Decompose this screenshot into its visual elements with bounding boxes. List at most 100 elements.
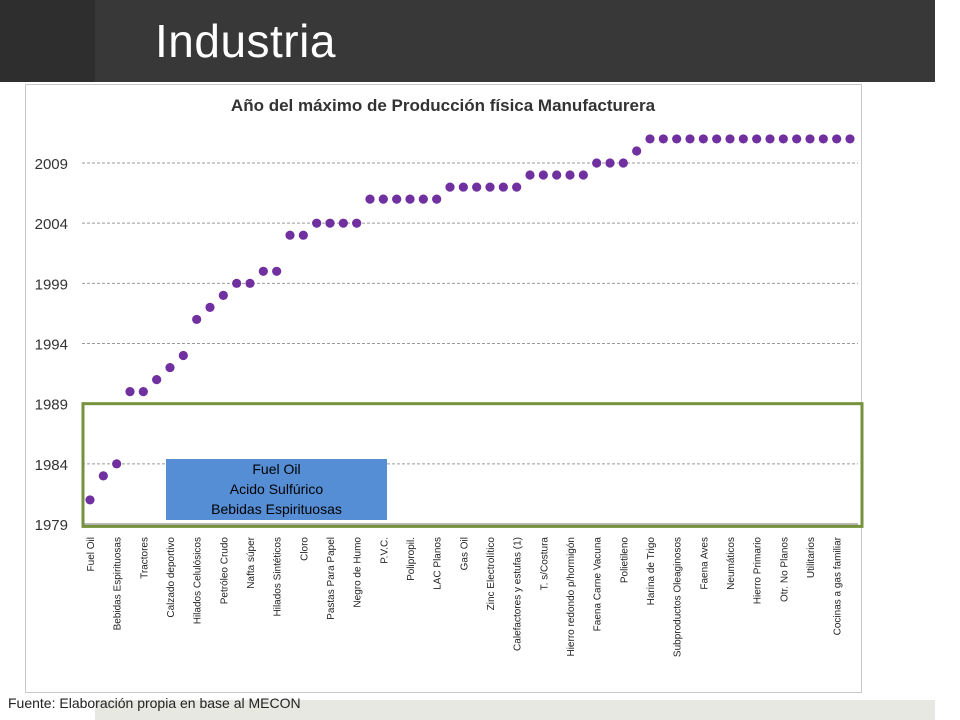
- data-point: [538, 170, 548, 180]
- data-point: [338, 218, 348, 228]
- chart-frame: [25, 84, 862, 693]
- data-point: [645, 134, 655, 144]
- data-point: [845, 134, 855, 144]
- data-point: [472, 182, 482, 192]
- x-tick-label: Otr. No Planos: [779, 537, 790, 602]
- data-point: [232, 278, 242, 288]
- data-point: [712, 134, 722, 144]
- x-tick-label: Subproductos Oleaginosos: [673, 537, 684, 657]
- x-tick-label: Tractores: [139, 537, 150, 579]
- data-point: [458, 182, 468, 192]
- data-point: [325, 218, 335, 228]
- data-point: [778, 134, 788, 144]
- data-point: [405, 194, 415, 204]
- x-tick-label: Neumáticos: [726, 537, 737, 590]
- x-tick-label: Polipropil.: [406, 537, 417, 581]
- data-point: [685, 134, 695, 144]
- x-tick-label: Calzado deportivo: [166, 537, 177, 618]
- y-tick-label: 1989: [35, 397, 68, 414]
- data-point: [672, 134, 682, 144]
- x-tick-label: Zinc Electrolítico: [486, 537, 497, 611]
- data-point: [112, 459, 122, 469]
- x-tick-label: Calefactores y estufas (1): [513, 537, 524, 651]
- header-bar: [0, 0, 935, 82]
- data-point: [152, 375, 162, 385]
- y-tick-label: 2004: [35, 216, 68, 233]
- annotation-line-3: Bebidas Espirituosas: [211, 501, 342, 517]
- y-tick-label: 1999: [35, 276, 68, 293]
- data-point: [392, 194, 402, 204]
- x-tick-label: Harina de Trigo: [646, 537, 657, 606]
- data-point: [312, 218, 322, 228]
- y-tick-label: 1994: [35, 337, 68, 354]
- data-point: [298, 230, 308, 240]
- data-point: [818, 134, 828, 144]
- x-tick-label: Hierro Primario: [753, 537, 764, 605]
- source-note: Fuente: Elaboración propia en base al ME…: [8, 695, 301, 711]
- data-point: [272, 266, 282, 276]
- chart-title: Año del máximo de Producción física Manu…: [231, 96, 656, 115]
- x-tick-label: Fuel Oil: [86, 537, 97, 571]
- x-tick-label: Bebidas Espirituosas: [113, 537, 124, 630]
- slide-title: Industria: [155, 15, 336, 67]
- data-point: [165, 362, 175, 373]
- data-point: [125, 387, 135, 397]
- data-point: [725, 134, 735, 144]
- x-tick-label: Hilados Sintéticos: [273, 537, 284, 616]
- data-point: [138, 387, 148, 397]
- data-point: [178, 350, 188, 361]
- y-tick-label: 2009: [35, 156, 68, 173]
- x-tick-label: Cocinas a gas familiar: [833, 536, 844, 635]
- data-point: [432, 194, 442, 204]
- x-tick-label: Faena Aves: [699, 537, 710, 590]
- data-point: [565, 170, 575, 180]
- x-tick-label: Pastas Para Papel: [326, 537, 337, 620]
- data-point: [605, 158, 615, 168]
- data-point: [192, 314, 202, 325]
- data-point: [525, 170, 535, 180]
- annotation-line-2: Acido Sulfúrico: [230, 481, 324, 497]
- data-point: [512, 182, 522, 192]
- data-point: [765, 134, 775, 144]
- data-point: [445, 182, 455, 192]
- x-tick-label: P.V.C.: [379, 537, 390, 564]
- x-tick-label: Utilitarios: [806, 537, 817, 578]
- data-point: [352, 218, 362, 228]
- data-point: [805, 134, 815, 144]
- data-point: [205, 302, 215, 312]
- data-point: [792, 134, 802, 144]
- data-point: [365, 194, 375, 204]
- data-point: [98, 471, 108, 481]
- data-point: [485, 182, 495, 192]
- data-point: [218, 290, 228, 300]
- data-point: [658, 134, 668, 144]
- x-tick-label: LAC Planos: [433, 537, 444, 590]
- data-point: [752, 134, 762, 144]
- data-point: [578, 170, 588, 180]
- data-point: [85, 495, 95, 505]
- x-tick-label: Nafta súper: [246, 536, 257, 588]
- x-tick-label: Gas Oil: [459, 537, 470, 570]
- x-tick-label: Cloro: [299, 537, 310, 561]
- x-tick-label: Faena Carne Vacuna: [593, 537, 604, 632]
- annotation-box: Fuel Oil Acido Sulfúrico Bebidas Espirit…: [166, 459, 387, 520]
- y-tick-label: 1984: [35, 457, 68, 474]
- data-point: [552, 170, 562, 180]
- data-point: [498, 182, 508, 192]
- data-point: [738, 134, 748, 144]
- footer-band: [95, 700, 935, 720]
- data-point: [285, 230, 295, 240]
- data-point: [832, 134, 842, 144]
- data-point: [418, 194, 428, 204]
- data-point: [618, 158, 628, 168]
- x-tick-label: Negro de Humo: [353, 537, 364, 608]
- x-tick-label: Hierro redondo p/hormigón: [566, 537, 577, 657]
- data-point: [245, 278, 255, 288]
- data-point: [632, 146, 642, 156]
- data-point: [698, 134, 708, 144]
- annotation-line-1: Fuel Oil: [252, 461, 300, 477]
- header-accent: [0, 0, 95, 82]
- x-tick-label: Polietileno: [619, 537, 630, 584]
- data-point: [378, 194, 388, 204]
